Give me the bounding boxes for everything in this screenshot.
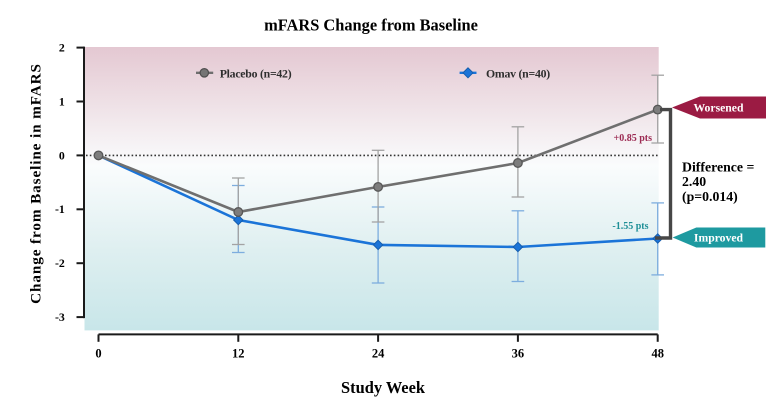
svg-text:Study Week: Study Week (341, 378, 426, 397)
svg-text:Worsened: Worsened (694, 101, 744, 114)
svg-text:36: 36 (512, 347, 525, 361)
svg-text:Omav (n=40): Omav (n=40) (486, 66, 550, 80)
svg-text:-1: -1 (55, 202, 65, 216)
svg-text:-3: -3 (55, 310, 65, 324)
svg-text:mFARS Change from Baseline: mFARS Change from Baseline (264, 16, 478, 35)
svg-text:+0.85 pts: +0.85 pts (614, 133, 653, 144)
svg-text:24: 24 (372, 347, 385, 361)
svg-text:Improved: Improved (694, 232, 744, 245)
svg-text:2.40: 2.40 (682, 174, 706, 189)
svg-text:12: 12 (232, 347, 245, 361)
svg-text:(p=0.014): (p=0.014) (682, 189, 738, 205)
svg-text:-2: -2 (55, 256, 65, 270)
svg-text:Placebo (n=42): Placebo (n=42) (220, 66, 292, 80)
svg-text:Change from Baseline in mFARS: Change from Baseline in mFARS (28, 63, 45, 304)
svg-text:1: 1 (59, 94, 65, 108)
svg-text:0: 0 (59, 148, 65, 162)
svg-text:2: 2 (59, 41, 65, 55)
svg-text:0: 0 (95, 347, 101, 361)
svg-text:-1.55 pts: -1.55 pts (612, 221, 648, 232)
svg-text:48: 48 (651, 347, 664, 361)
svg-text:Difference =: Difference = (682, 160, 754, 175)
